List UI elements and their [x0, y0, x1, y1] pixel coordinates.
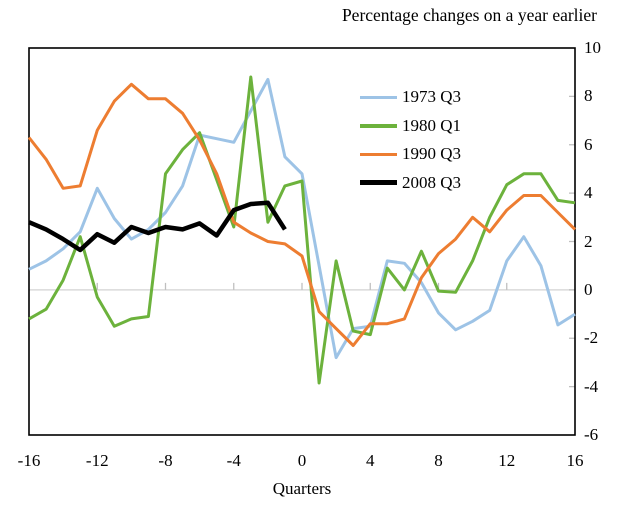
y-tick-label: -6 — [584, 425, 599, 444]
y-tick-label: 6 — [584, 134, 593, 154]
plot-border — [28, 47, 576, 436]
x-tick-label: 8 — [434, 451, 443, 470]
y-tick-label: 0 — [584, 279, 593, 299]
y-tick-label: 10 — [584, 38, 601, 57]
y-tick-label: -2 — [584, 328, 599, 348]
y-tick-label: 4 — [584, 183, 593, 203]
series-line-1973-q3 — [28, 77, 576, 360]
legend-row-1973-q3: 1973 Q3 — [360, 83, 461, 112]
legend-line-sample — [360, 180, 397, 186]
x-tick-label: -4 — [226, 451, 241, 470]
legend-line-sample — [360, 152, 397, 156]
x-tick-label: 12 — [498, 451, 516, 470]
legend-row-1990-q3: 1990 Q3 — [360, 140, 461, 169]
chart-legend: 1973 Q3 1980 Q1 1990 Q3 2008 Q3 — [360, 83, 461, 197]
x-tick-label: -8 — [158, 451, 173, 470]
x-axis-title: Quarters — [272, 479, 332, 498]
chart-title: Percentage changes on a year earlier — [341, 5, 597, 25]
legend-line-sample — [360, 95, 397, 99]
legend-label: 2008 Q3 — [402, 172, 462, 192]
legend-label: 1990 Q3 — [402, 144, 462, 164]
legend-row-1980-q1: 1980 Q1 — [360, 112, 461, 141]
series-line-1980-q1 — [28, 75, 576, 385]
x-tick-label: 16 — [566, 451, 584, 470]
x-tick-label: -16 — [17, 451, 41, 470]
legend-label: 1980 Q1 — [402, 115, 462, 135]
legend-line-sample — [360, 124, 397, 128]
y-tick-label: 2 — [584, 231, 593, 251]
y-tick-label: 8 — [584, 86, 593, 106]
y-tick-label: -4 — [584, 376, 599, 396]
x-tick-label: 0 — [297, 451, 307, 470]
legend-row-2008-q3: 2008 Q3 — [360, 169, 461, 198]
series-line-2008-q3 — [28, 200, 287, 253]
series-line-1990-q3 — [27, 82, 577, 347]
x-tick-label: 4 — [366, 451, 375, 470]
legend-label: 1973 Q3 — [402, 87, 462, 107]
x-tick-label: -12 — [85, 451, 109, 470]
